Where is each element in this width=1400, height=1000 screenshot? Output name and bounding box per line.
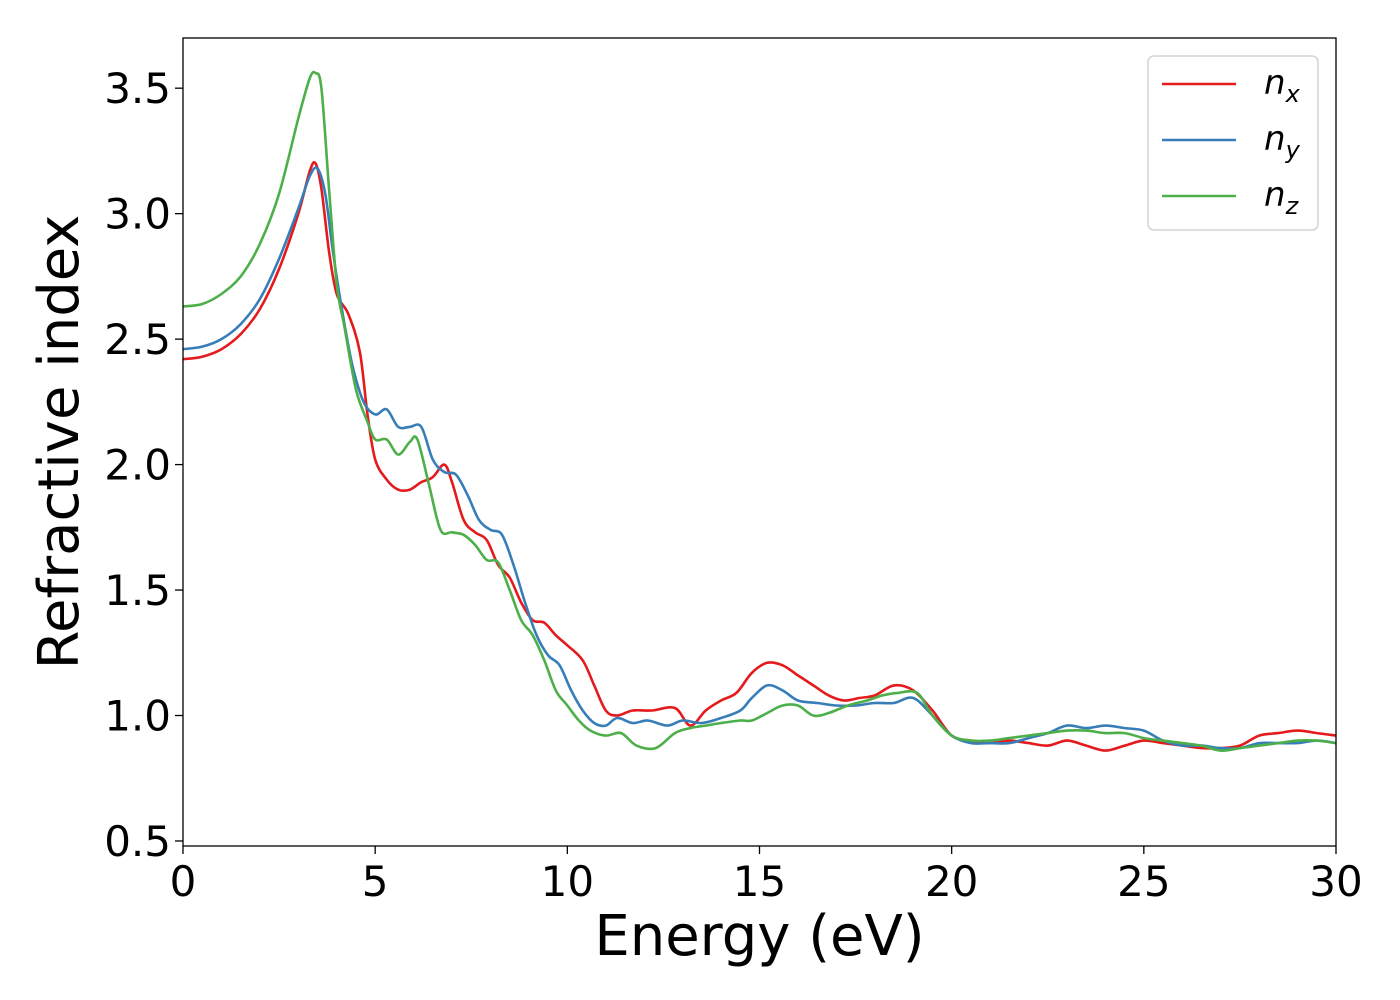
legend: nx ny nz bbox=[1147, 55, 1319, 231]
y-tick-label: 3.0 bbox=[104, 190, 171, 239]
legend-label: nz bbox=[1264, 175, 1300, 220]
x-tick-label: 30 bbox=[1309, 857, 1362, 906]
y-tick-label: 1.5 bbox=[104, 566, 171, 615]
x-tick-label: 5 bbox=[362, 857, 389, 906]
y-axis-ticks: 0.5 1.0 1.5 2.0 2.5 3.0 3.5 bbox=[104, 64, 183, 866]
y-tick-label: 1.0 bbox=[104, 692, 171, 741]
legend-entry-y: ny bbox=[1162, 119, 1301, 164]
y-tick-label: 0.5 bbox=[104, 817, 171, 866]
x-tick-label: 10 bbox=[541, 857, 594, 906]
x-axis-ticks: 0 5 10 15 20 25 30 bbox=[170, 846, 1363, 906]
series-line-y bbox=[183, 166, 1336, 750]
y-tick-label: 3.5 bbox=[104, 64, 171, 113]
legend-label: nx bbox=[1264, 63, 1301, 108]
x-tick-label: 15 bbox=[733, 857, 786, 906]
legend-entry-x: nx bbox=[1162, 63, 1301, 108]
x-tick-label: 25 bbox=[1117, 857, 1170, 906]
y-axis-label: Refractive index bbox=[27, 215, 92, 670]
legend-entry-z: nz bbox=[1162, 175, 1300, 220]
x-tick-label: 20 bbox=[925, 857, 978, 906]
series-lines bbox=[183, 70, 1336, 752]
series-line-z bbox=[183, 70, 1336, 752]
x-axis-label: Energy (eV) bbox=[594, 904, 924, 969]
x-tick-label: 0 bbox=[170, 857, 197, 906]
y-tick-label: 2.0 bbox=[104, 441, 171, 490]
legend-box bbox=[1147, 55, 1319, 231]
series-line-x bbox=[183, 160, 1336, 752]
y-tick-label: 2.5 bbox=[104, 315, 171, 364]
legend-label: ny bbox=[1264, 119, 1301, 164]
